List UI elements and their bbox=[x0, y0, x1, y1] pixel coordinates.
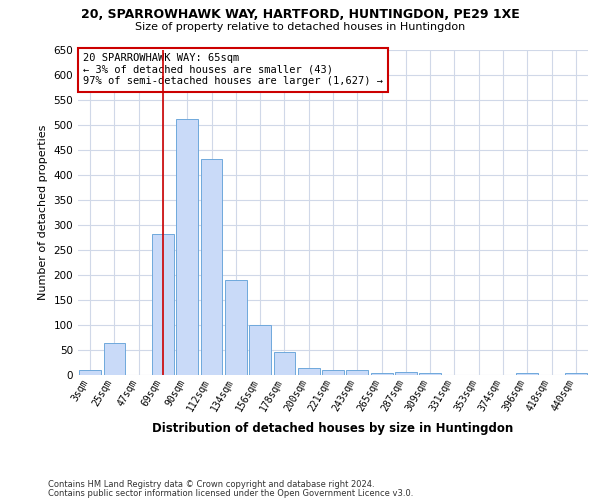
Bar bbox=[371, 373, 392, 375]
Bar bbox=[152, 234, 174, 375]
Text: Contains public sector information licensed under the Open Government Licence v3: Contains public sector information licen… bbox=[48, 489, 413, 498]
Text: Size of property relative to detached houses in Huntingdon: Size of property relative to detached ho… bbox=[135, 22, 465, 32]
Bar bbox=[395, 372, 417, 375]
Bar bbox=[346, 370, 368, 375]
Bar bbox=[249, 324, 271, 375]
Bar bbox=[79, 370, 101, 375]
Bar bbox=[225, 280, 247, 375]
Bar bbox=[517, 373, 538, 375]
Bar bbox=[176, 118, 198, 375]
Bar bbox=[322, 370, 344, 375]
Bar bbox=[298, 368, 320, 375]
Text: 20 SPARROWHAWK WAY: 65sqm
← 3% of detached houses are smaller (43)
97% of semi-d: 20 SPARROWHAWK WAY: 65sqm ← 3% of detach… bbox=[83, 53, 383, 86]
Text: Contains HM Land Registry data © Crown copyright and database right 2024.: Contains HM Land Registry data © Crown c… bbox=[48, 480, 374, 489]
Text: 20, SPARROWHAWK WAY, HARTFORD, HUNTINGDON, PE29 1XE: 20, SPARROWHAWK WAY, HARTFORD, HUNTINGDO… bbox=[80, 8, 520, 20]
Bar bbox=[104, 342, 125, 375]
Bar bbox=[565, 373, 587, 375]
Y-axis label: Number of detached properties: Number of detached properties bbox=[38, 125, 48, 300]
X-axis label: Distribution of detached houses by size in Huntingdon: Distribution of detached houses by size … bbox=[152, 422, 514, 434]
Bar bbox=[274, 352, 295, 375]
Bar bbox=[200, 159, 223, 375]
Bar bbox=[419, 372, 441, 375]
